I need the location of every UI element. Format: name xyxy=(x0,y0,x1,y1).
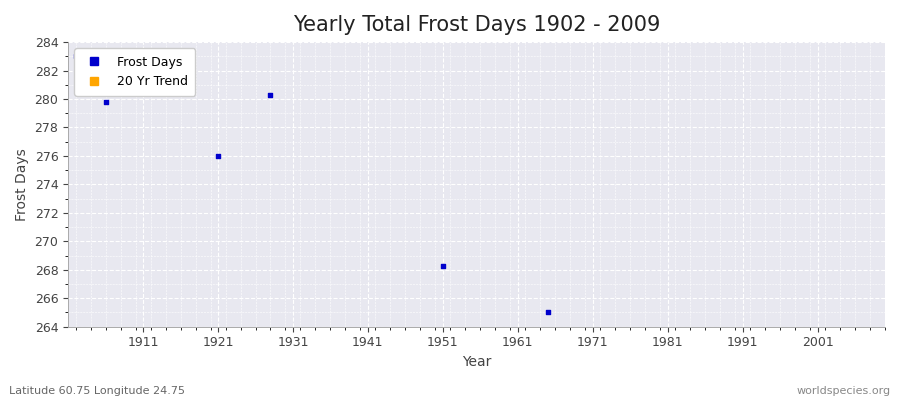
Point xyxy=(68,53,83,60)
Point xyxy=(436,262,450,269)
Y-axis label: Frost Days: Frost Days xyxy=(15,148,29,221)
X-axis label: Year: Year xyxy=(462,355,491,369)
Point xyxy=(264,92,278,98)
Text: worldspecies.org: worldspecies.org xyxy=(796,386,891,396)
Point xyxy=(541,309,555,316)
Title: Yearly Total Frost Days 1902 - 2009: Yearly Total Frost Days 1902 - 2009 xyxy=(292,15,661,35)
Legend: Frost Days, 20 Yr Trend: Frost Days, 20 Yr Trend xyxy=(75,48,195,96)
Text: Latitude 60.75 Longitude 24.75: Latitude 60.75 Longitude 24.75 xyxy=(9,386,185,396)
Point xyxy=(98,99,112,105)
Point xyxy=(211,153,225,159)
